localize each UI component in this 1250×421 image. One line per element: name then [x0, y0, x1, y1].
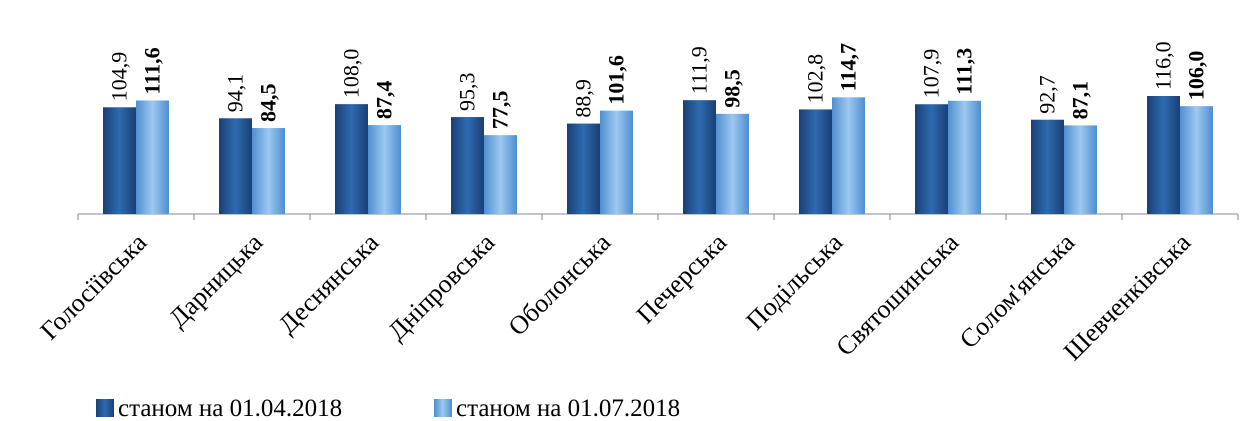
- data-label-series-2: 87,1: [1068, 81, 1093, 120]
- bar-series-2: [832, 97, 865, 214]
- bar-series-2: [716, 113, 749, 214]
- bar-series-2: [368, 125, 401, 214]
- bar-series-2: [136, 100, 169, 214]
- data-label-series-1: 92,7: [1035, 75, 1060, 114]
- category-label: Печерська: [631, 227, 733, 329]
- bar-series-1: [567, 123, 600, 214]
- data-label-series-2: 114,7: [836, 43, 861, 91]
- data-label-series-2: 111,3: [952, 48, 977, 95]
- legend-swatch-series-1: [96, 399, 114, 417]
- bar-series-1: [335, 104, 368, 214]
- data-label-series-1: 108,0: [339, 49, 364, 99]
- category-label: Дніпровська: [382, 227, 500, 345]
- data-label-series-1: 111,9: [687, 46, 712, 94]
- legend: станом на 01.04.2018 станом на 01.07.201…: [96, 395, 680, 421]
- bar-series-2: [948, 100, 981, 214]
- data-label-series-1: 116,0: [1151, 41, 1176, 90]
- legend-swatch-series-2: [434, 399, 452, 417]
- bar-series-2: [1064, 125, 1097, 214]
- data-label-series-2: 87,4: [372, 81, 397, 120]
- data-label-series-1: 88,9: [571, 79, 596, 118]
- bar-series-1: [219, 118, 252, 214]
- category-label: Солом'янська: [954, 227, 1081, 354]
- data-label-series-2: 98,5: [720, 69, 745, 108]
- plot-area: 104,9 111,6 Голосіївська 94,1 84,5 Дарницька 1…: [35, 41, 1239, 366]
- bar-series-2: [484, 135, 517, 214]
- bar-series-1: [683, 100, 716, 214]
- data-label-series-2: 77,5: [488, 91, 513, 130]
- category-label: Подільська: [740, 227, 848, 335]
- bar-series-1: [103, 107, 136, 214]
- bar-series-1: [915, 104, 948, 214]
- data-label-series-1: 107,9: [919, 49, 944, 99]
- category-label: Святошинська: [830, 227, 964, 361]
- data-label-series-2: 84,5: [256, 84, 281, 123]
- data-label-series-2: 101,6: [604, 55, 629, 105]
- data-label-series-2: 106,0: [1184, 51, 1209, 101]
- legend-label-series-2: станом на 01.07.2018: [456, 395, 680, 421]
- data-label-series-1: 94,1: [223, 74, 248, 113]
- data-label-series-1: 102,8: [803, 54, 828, 104]
- bar-series-1: [1147, 96, 1180, 214]
- bar-series-1: [799, 109, 832, 214]
- bar-series-2: [252, 128, 285, 214]
- bar-series-1: [1031, 119, 1064, 214]
- data-label-series-1: 95,3: [455, 73, 480, 112]
- bar-series-1: [451, 117, 484, 214]
- legend-label-series-1: станом на 01.04.2018: [118, 395, 342, 421]
- category-label: Оболонська: [503, 227, 617, 341]
- category-label: Деснянська: [273, 227, 385, 339]
- bar-series-2: [1180, 106, 1213, 214]
- data-label-series-1: 104,9: [107, 52, 132, 102]
- data-label-series-2: 111,6: [140, 47, 165, 94]
- bar-series-2: [600, 110, 633, 214]
- category-label: Дарницька: [163, 227, 268, 332]
- category-label: Голосіївська: [35, 227, 153, 345]
